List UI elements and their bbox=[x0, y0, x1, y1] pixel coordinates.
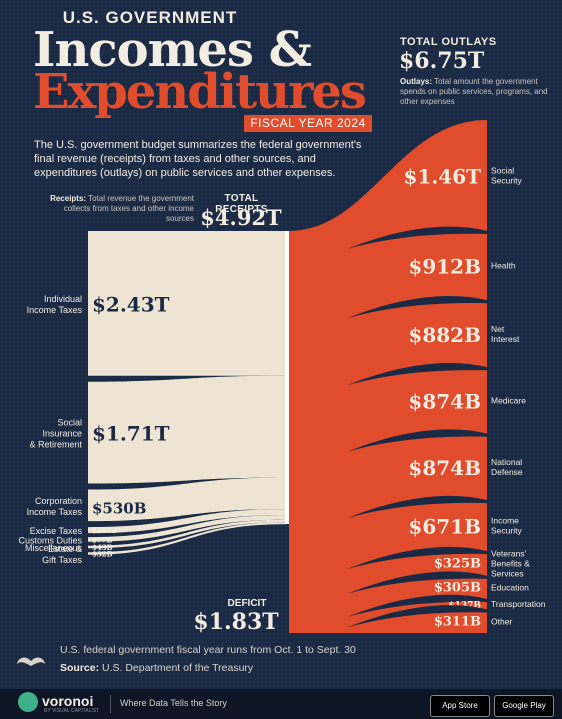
title-line-1: Incomes & bbox=[33, 22, 312, 78]
source-label: Source: bbox=[60, 662, 100, 674]
receipt-label-customs-duties: Customs Duties bbox=[18, 535, 82, 545]
fiscal-year-badge: FISCAL YEAR 2024 bbox=[244, 115, 372, 132]
receipt-value-individual-income-taxes: $2.43T bbox=[92, 292, 170, 316]
total-receipts-title: TOTAL RECEIPTS bbox=[215, 193, 268, 215]
receipt-flow-social-insurance-retirement bbox=[88, 375, 285, 484]
outlay-label-net-interest: Net bbox=[491, 324, 505, 334]
outlay-separator-national-defense bbox=[347, 429, 487, 452]
receipt-label-corporation-income-taxes: Corporation bbox=[35, 496, 82, 506]
outlay-separator-veterans-benefits-services bbox=[347, 546, 487, 570]
receipt-label-social-insurance-retirement: Social bbox=[57, 418, 82, 428]
receipt-label-individual-income-taxes: Individual bbox=[44, 294, 82, 304]
receipt-value-estate-gift-taxes: $32B bbox=[92, 550, 113, 559]
receipt-flow-customs-duties bbox=[88, 515, 285, 542]
outlay-label-medicare: Medicare bbox=[491, 396, 526, 406]
outlay-label-veterans-benefits-services: Services bbox=[491, 568, 524, 578]
brand-subtitle: BY VISUAL CAPITALIST bbox=[44, 708, 100, 714]
outlay-value-education: $305B bbox=[434, 580, 481, 595]
outlay-value-national-defense: $874B bbox=[408, 456, 481, 480]
fiscal-year-note: U.S. federal government fiscal year runs… bbox=[60, 644, 356, 656]
total-receipts-value: $4.92T bbox=[200, 205, 282, 230]
receipt-label-miscellaneous: Miscellaneous bbox=[25, 543, 83, 553]
app-store-button[interactable]: App Store bbox=[430, 695, 490, 717]
receipt-flow-miscellaneous bbox=[88, 519, 285, 549]
outlay-separator-medicare bbox=[347, 362, 487, 386]
outlay-label-national-defense: National bbox=[491, 457, 522, 467]
receipt-flow-individual-income-taxes bbox=[88, 231, 285, 376]
outlay-label-transportation: Transportation bbox=[491, 599, 546, 609]
receipt-flow-excise-taxes bbox=[88, 509, 285, 534]
receipts-desc-label: Receipts: bbox=[50, 194, 87, 203]
supertitle: U.S. GOVERNMENT bbox=[62, 8, 238, 27]
receipt-label-corporation-income-taxes: Income Taxes bbox=[27, 507, 83, 517]
receipt-flow-estate-gift-taxes bbox=[88, 522, 285, 555]
google-play-button[interactable]: Google Play bbox=[494, 695, 554, 717]
receipt-flow-corporation-income-taxes bbox=[88, 477, 285, 522]
outlay-value-other: $311B bbox=[434, 614, 481, 629]
receipt-value-corporation-income-taxes: $530B bbox=[92, 499, 146, 517]
outlay-label-national-defense: Defense bbox=[491, 467, 523, 477]
receipts-description: Receipts: Total revenue the government c… bbox=[44, 194, 194, 224]
source-text: U.S. Department of the Treasury bbox=[102, 662, 254, 674]
outlays-desc-label: Outlays: bbox=[400, 77, 433, 86]
receipt-value-miscellaneous: $43B bbox=[92, 543, 113, 552]
tagline: Where Data Tells the Story bbox=[120, 698, 227, 708]
outlay-separator-net-interest bbox=[347, 295, 487, 319]
brand-name[interactable]: voronoi bbox=[42, 693, 94, 709]
intro-text: The U.S. government budget summarizes th… bbox=[34, 139, 362, 179]
outlay-label-income-security: Security bbox=[491, 526, 522, 536]
outlay-value-health: $912B bbox=[408, 255, 481, 279]
receipts-bar bbox=[285, 231, 289, 525]
outlay-label-income-security: Income bbox=[491, 516, 519, 526]
receipt-value-social-insurance-retirement: $1.71T bbox=[92, 422, 170, 446]
outlay-separator-health bbox=[347, 226, 487, 249]
outlay-label-social-security: Social bbox=[491, 165, 514, 175]
outlay-value-medicare: $874B bbox=[408, 390, 481, 414]
outlay-separator-income-security bbox=[347, 495, 487, 519]
deficit-title: DEFICIT bbox=[227, 598, 267, 609]
receipt-value-customs-duties: $77B bbox=[92, 535, 113, 544]
voronoi-logo-icon bbox=[18, 692, 38, 712]
outlays-desc-text: Total amount the government spends on pu… bbox=[400, 77, 548, 106]
receipt-label-excise-taxes: Excise Taxes bbox=[30, 526, 83, 536]
receipt-label-social-insurance-retirement: & Retirement bbox=[29, 440, 82, 450]
outlays-description: Outlays: Total amount the government spe… bbox=[400, 77, 550, 107]
outlay-value-net-interest: $882B bbox=[408, 323, 481, 347]
outlay-label-net-interest: Interest bbox=[491, 334, 520, 344]
outlay-value-social-security: $1.46T bbox=[403, 164, 481, 188]
outlay-label-other: Other bbox=[491, 616, 512, 626]
title-line-2: Expenditures bbox=[33, 64, 367, 120]
receipts-desc-text: Total revenue the government collects fr… bbox=[63, 194, 194, 223]
outlay-value-veterans-benefits-services: $325B bbox=[434, 556, 481, 571]
receipt-value-excise-taxes: $101B bbox=[92, 526, 117, 535]
receipt-label-social-insurance-retirement: Insurance bbox=[42, 429, 82, 439]
outlay-label-social-security: Security bbox=[491, 175, 522, 185]
footer-divider bbox=[110, 695, 111, 713]
outlay-value-income-security: $671B bbox=[408, 515, 481, 539]
mustache-icon bbox=[17, 657, 45, 666]
outlay-label-veterans-benefits-services: Veterans' bbox=[491, 548, 527, 558]
source-line: Source: U.S. Department of the Treasury bbox=[60, 662, 253, 674]
receipt-label-estate-gift-taxes: Estate & bbox=[48, 544, 82, 554]
outlay-separator-education bbox=[347, 571, 487, 594]
outlay-label-health: Health bbox=[491, 261, 516, 271]
deficit-value: $1.83T bbox=[193, 609, 279, 635]
outlays-block bbox=[289, 120, 487, 633]
outlay-label-education: Education bbox=[491, 582, 529, 592]
outlay-separator-other bbox=[347, 605, 487, 628]
outlay-label-veterans-benefits-services: Benefits & bbox=[491, 558, 530, 568]
receipt-label-estate-gift-taxes: Gift Taxes bbox=[42, 555, 82, 565]
receipt-label-individual-income-taxes: Income Taxes bbox=[27, 305, 83, 315]
total-outlays-value: $6.75T bbox=[399, 48, 485, 74]
total-outlays-title: TOTAL OUTLAYS bbox=[400, 36, 497, 48]
outlay-separator-transportation bbox=[347, 594, 487, 618]
